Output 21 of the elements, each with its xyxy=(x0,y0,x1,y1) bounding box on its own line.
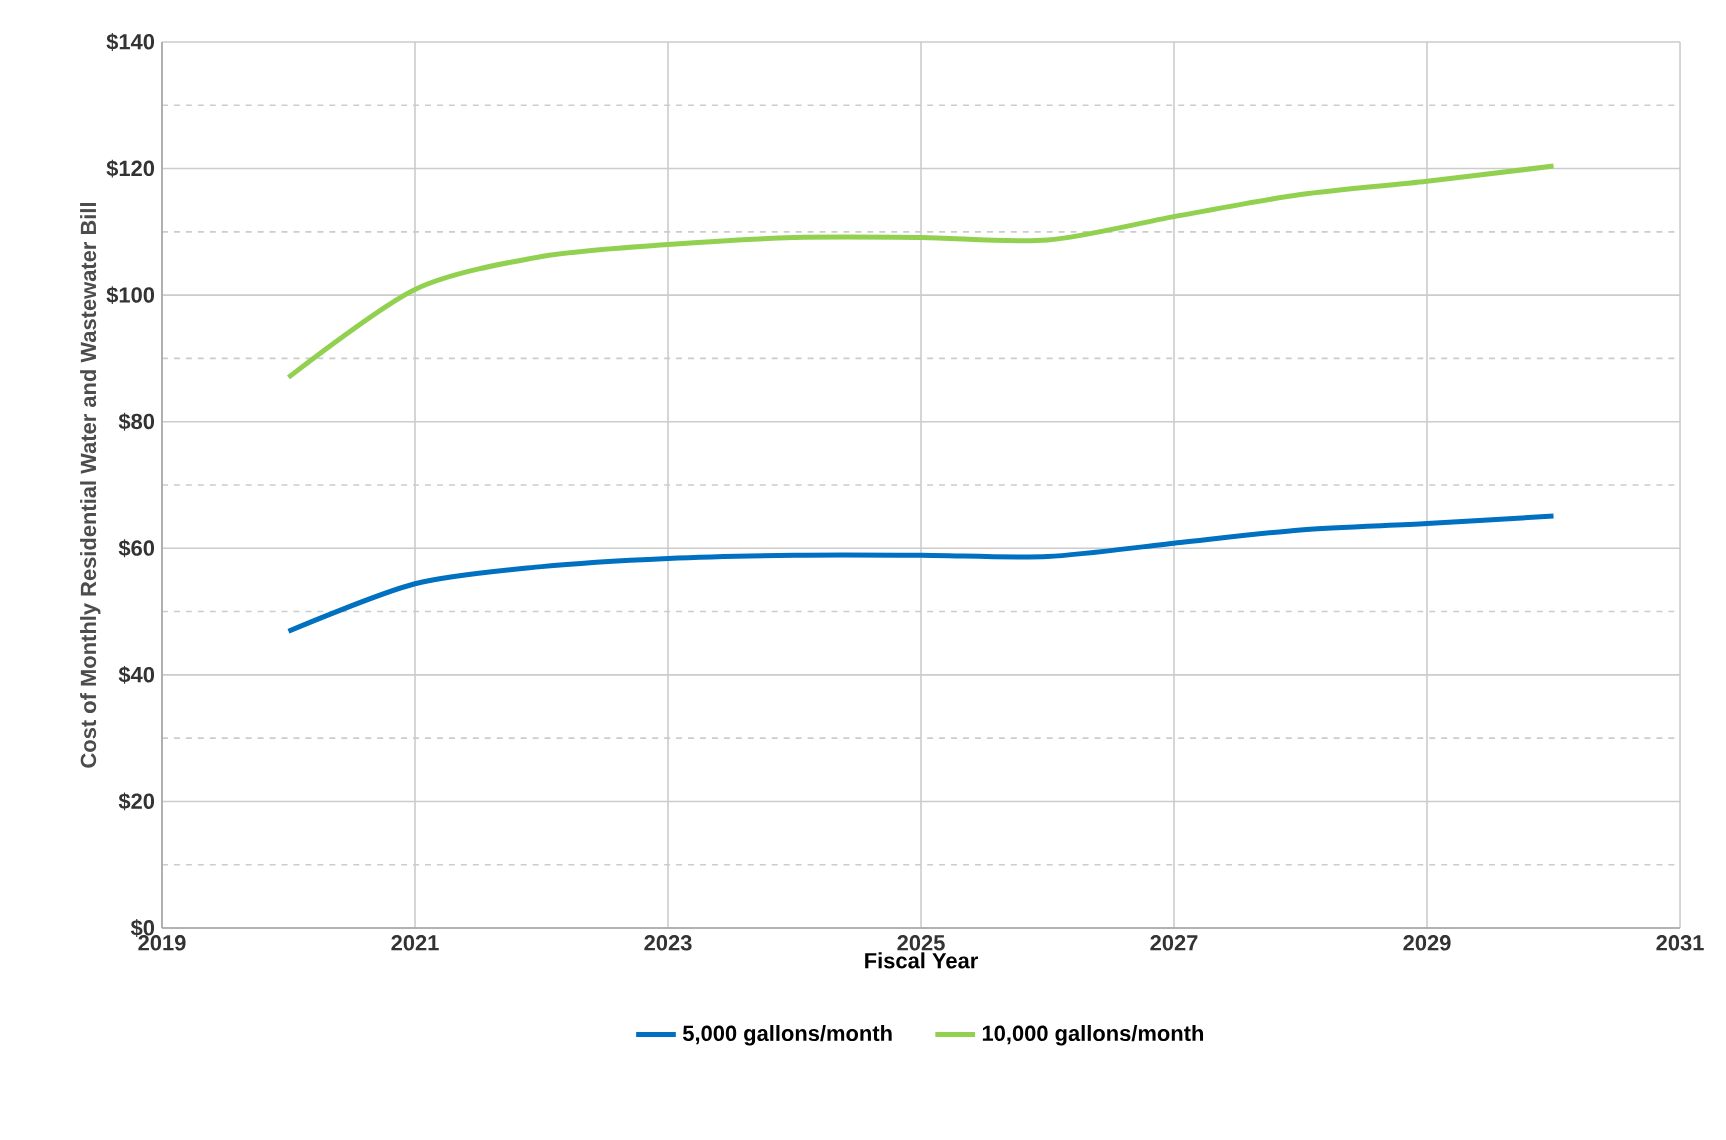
x-tick-label: 2019 xyxy=(138,935,186,951)
x-axis-title: Fiscal Year xyxy=(865,952,978,969)
y-tick-label: $60 xyxy=(118,539,155,558)
x-tick-label: 2031 xyxy=(1656,935,1704,951)
y-tick-label: $140 xyxy=(106,33,155,51)
line-series xyxy=(286,163,1557,380)
x-tick-label: 2025 xyxy=(897,935,945,951)
x-tick-label: 2021 xyxy=(391,935,439,951)
y-axis-title: Cost of Monthly Residential Water and Wastewater Bill xyxy=(80,203,101,768)
y-tick-label: $120 xyxy=(106,159,155,178)
y-tick-label: $0 xyxy=(130,919,155,937)
legend-label: 5,000 gallons/month xyxy=(682,1024,892,1046)
line-series xyxy=(286,513,1557,634)
y-tick-label: $100 xyxy=(106,286,155,305)
legend-label: 10,000 gallons/month xyxy=(982,1024,1204,1046)
x-tick-label: 2027 xyxy=(1150,935,1198,951)
x-tick-label: 2029 xyxy=(1403,935,1451,951)
x-tick-label: 2023 xyxy=(644,935,692,951)
y-tick-label: $20 xyxy=(118,792,155,811)
y-tick-label: $80 xyxy=(118,412,155,431)
y-tick-label: $40 xyxy=(118,665,155,684)
